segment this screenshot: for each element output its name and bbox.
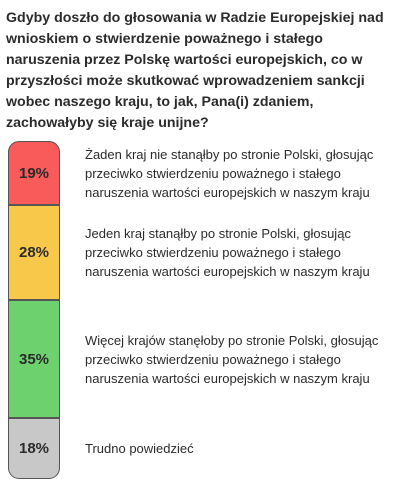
answer-label: Trudno powiedzieć (85, 441, 194, 456)
answer-label: Żaden kraj nie stanąłby po stronie Polsk… (85, 146, 374, 200)
bar-segment: 19% (8, 141, 60, 205)
bar-segment: 35% (8, 300, 60, 418)
bar-value-label: 18% (18, 440, 50, 457)
bar-segment: 28% (8, 205, 60, 300)
question-title: Gdyby doszło do głosowania w Radzie Euro… (6, 10, 384, 131)
bar-value-label: 19% (18, 164, 50, 182)
answer-label: Jeden kraj stanąłby po stronie Polski, g… (85, 226, 370, 279)
bar-value-label: 28% (18, 244, 50, 261)
bar-value-label: 35% (18, 350, 50, 368)
bar-segment: 18% (8, 418, 60, 479)
answer-label: Więcej krajów stanęłoby po stronie Polsk… (85, 332, 379, 386)
